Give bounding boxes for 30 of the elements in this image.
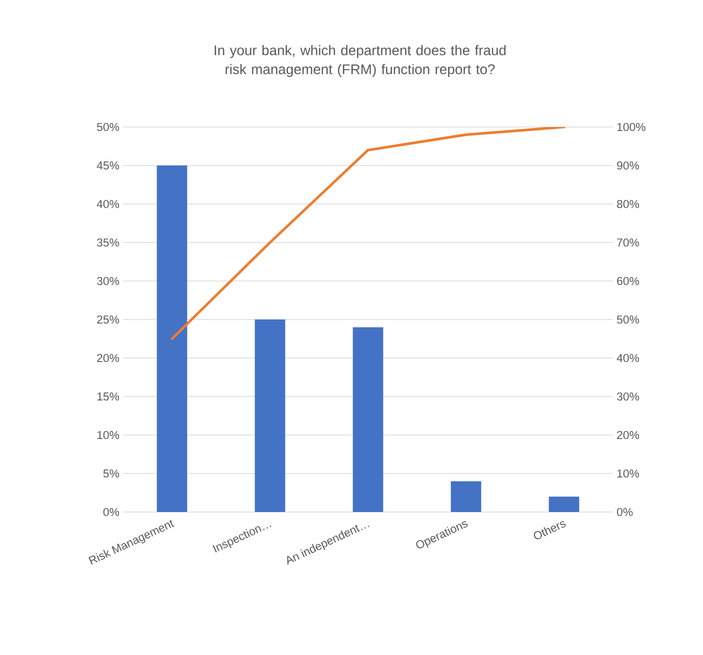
y-tick-label: 35%: [96, 238, 120, 247]
y-tick-label: 5%: [103, 469, 120, 478]
bar: [352, 327, 384, 512]
y2-tick-label: 40%: [616, 354, 640, 362]
bar: [156, 166, 188, 512]
bar: [254, 320, 286, 512]
y-tick-label: 45%: [96, 161, 120, 170]
y-tick-label: 50%: [97, 122, 120, 132]
chart-title: In your bank, which department does the fraud risk management (FRM) function report to?: [214, 45, 506, 77]
y-tick-label: 0%: [103, 508, 120, 516]
y2-tick-label: 90%: [617, 161, 640, 170]
y2-tick-label: 60%: [617, 276, 640, 286]
bar: [548, 496, 580, 512]
x-tick-label: Others: [534, 521, 566, 540]
y-tick-label: 40%: [96, 200, 120, 208]
y2-tick-label: 70%: [617, 238, 640, 247]
y2-tick-label: 100%: [617, 122, 646, 132]
y2-tick-label: 30%: [616, 392, 640, 401]
y2-tick-label: 50%: [616, 315, 640, 324]
y-tick-label: 25%: [97, 315, 120, 324]
y-tick-label: 15%: [97, 392, 120, 401]
y2-tick-label: 20%: [617, 430, 640, 440]
bar: [450, 481, 482, 512]
y2-tick-label: 10%: [617, 469, 640, 478]
y-tick-label: 10%: [97, 430, 120, 440]
line-series: [170, 126, 566, 340]
y-tick-label: 30%: [96, 276, 120, 286]
y2-tick-label: 0%: [616, 508, 633, 516]
y-tick-label: 20%: [97, 354, 120, 362]
y2-tick-label: 80%: [617, 200, 640, 208]
